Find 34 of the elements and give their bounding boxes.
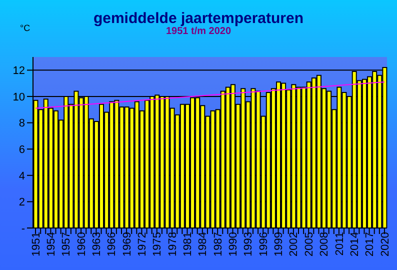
x-tick-label: 1975 xyxy=(152,232,164,256)
y-tick-label: 8 xyxy=(18,118,25,130)
x-tick-label: 1978 xyxy=(166,232,179,256)
x-tick-label: 1984 xyxy=(197,232,210,256)
y-tick-label: 6 xyxy=(18,144,25,156)
chart-subtitle: 1951 t/m 2020 xyxy=(166,26,232,37)
x-tick-label: 2002 xyxy=(288,232,300,256)
x-tick-label: 1981 xyxy=(182,232,194,256)
x-tick-label: 1957 xyxy=(60,232,73,256)
y-axis-title: °C xyxy=(20,23,30,33)
x-tick-label: 1972 xyxy=(136,232,149,256)
x-tick-label: 1954 xyxy=(46,232,58,256)
x-tick-label: 1951 xyxy=(30,232,42,256)
x-tick-label: 1987 xyxy=(212,232,224,256)
x-tick-label: 1969 xyxy=(121,232,134,256)
y-tick-label: 2 xyxy=(18,196,25,209)
y-tick-label: 12 xyxy=(12,65,25,78)
x-tick-label: 2020 xyxy=(379,232,392,256)
y-tick-label: - xyxy=(21,222,26,235)
x-tick-label: 1966 xyxy=(106,232,118,256)
x-tick-label: 1999 xyxy=(273,232,286,256)
x-tick-label: 2008 xyxy=(318,232,331,256)
x-tick-label: 1960 xyxy=(76,232,88,256)
y-tick-label: 10 xyxy=(12,91,25,104)
x-tick-label: 2011 xyxy=(334,232,346,256)
x-tick-label: 1990 xyxy=(228,232,240,256)
y-tick-label: 4 xyxy=(18,170,25,182)
x-tick-label: 2014 xyxy=(348,232,361,256)
x-tick-label: 1993 xyxy=(242,232,255,256)
x-tick-label: 2017 xyxy=(364,232,376,256)
x-tick-label: 1996 xyxy=(258,232,270,256)
x-tick-label: 1963 xyxy=(91,232,104,256)
chart-title: gemiddelde jaartemperaturen xyxy=(93,10,304,27)
x-tick-label: 2005 xyxy=(303,232,316,256)
